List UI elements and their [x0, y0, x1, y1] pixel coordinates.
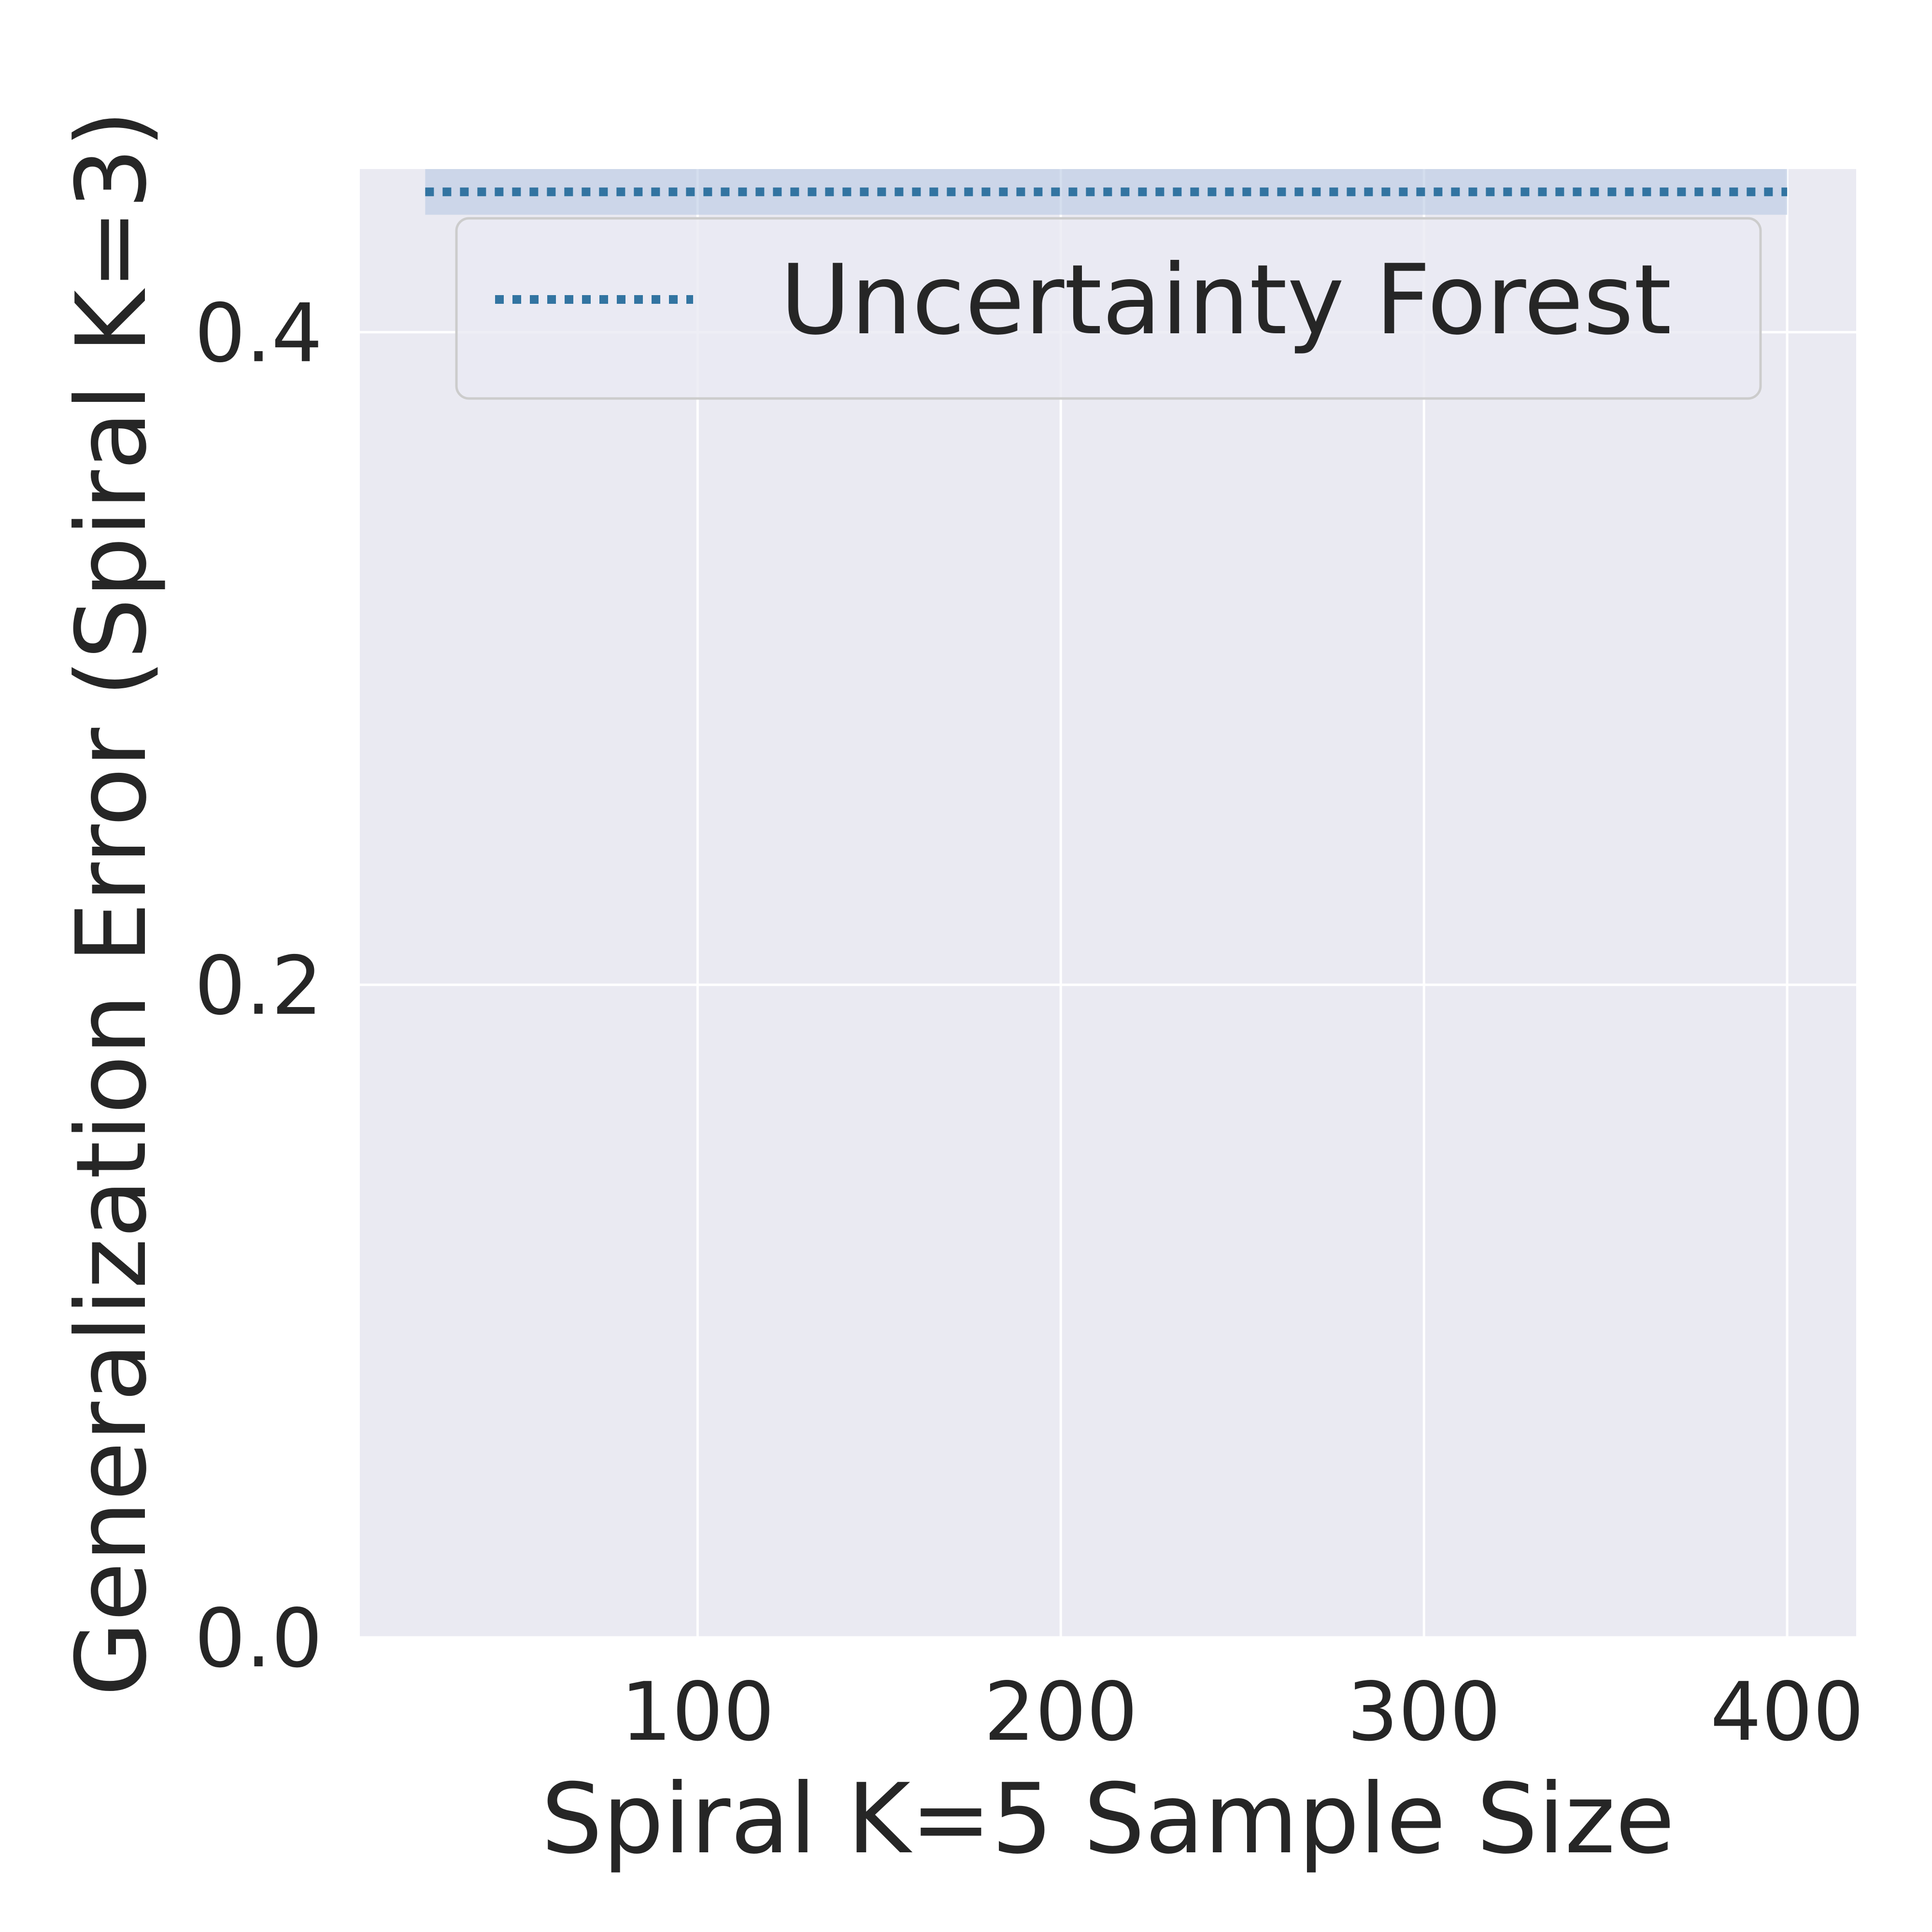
y-axis-label: Generalization Error (Spiral K=3)	[56, 110, 168, 1696]
x-tick-label-400: 400	[1710, 1665, 1864, 1759]
x-tick-label-200: 200	[984, 1665, 1138, 1759]
x-tick-labels: 100 200 300 400	[621, 1665, 1864, 1759]
plot-area	[360, 169, 1856, 1637]
x-tick-label-300: 300	[1347, 1665, 1501, 1759]
legend: Uncertainty Forest	[455, 217, 1762, 400]
legend-box	[455, 217, 1762, 400]
y-tick-labels: 0.0 0.2 0.4	[194, 287, 323, 1686]
legend-label-uncertainty-forest: Uncertainty Forest	[780, 244, 1672, 356]
y-tick-label-0.4: 0.4	[194, 287, 323, 381]
x-tick-label-100: 100	[621, 1665, 775, 1759]
series-layer	[425, 169, 1788, 215]
x-axis-label: Spiral K=5 Sample Size	[541, 1763, 1675, 1875]
y-tick-label-0.0: 0.0	[194, 1592, 323, 1686]
y-tick-label-0.2: 0.2	[194, 939, 323, 1033]
